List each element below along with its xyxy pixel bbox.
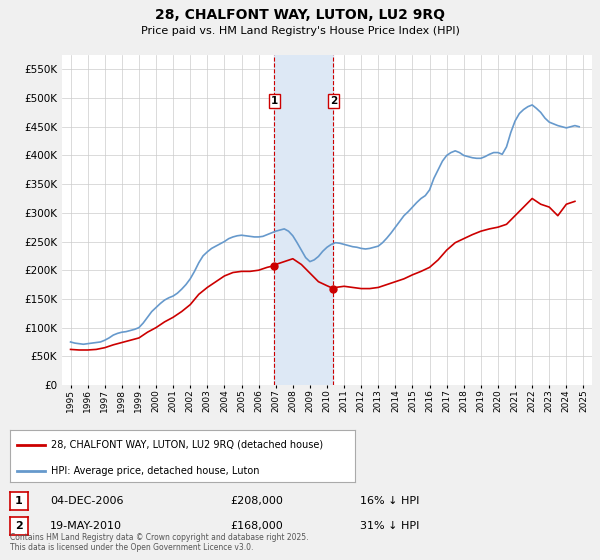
Text: 31% ↓ HPI: 31% ↓ HPI xyxy=(360,521,419,531)
Text: 16% ↓ HPI: 16% ↓ HPI xyxy=(360,496,419,506)
Text: 1: 1 xyxy=(271,96,278,106)
Text: £208,000: £208,000 xyxy=(230,496,283,506)
Text: 04-DEC-2006: 04-DEC-2006 xyxy=(50,496,124,506)
Text: 19-MAY-2010: 19-MAY-2010 xyxy=(50,521,122,531)
Text: HPI: Average price, detached house, Luton: HPI: Average price, detached house, Luto… xyxy=(52,465,260,475)
Text: 28, CHALFONT WAY, LUTON, LU2 9RQ (detached house): 28, CHALFONT WAY, LUTON, LU2 9RQ (detach… xyxy=(52,440,323,450)
Text: 1: 1 xyxy=(15,496,23,506)
Text: 2: 2 xyxy=(330,96,337,106)
Text: £168,000: £168,000 xyxy=(230,521,283,531)
Text: Price paid vs. HM Land Registry's House Price Index (HPI): Price paid vs. HM Land Registry's House … xyxy=(140,26,460,36)
Text: Contains HM Land Registry data © Crown copyright and database right 2025.
This d: Contains HM Land Registry data © Crown c… xyxy=(10,533,308,552)
Text: 28, CHALFONT WAY, LUTON, LU2 9RQ: 28, CHALFONT WAY, LUTON, LU2 9RQ xyxy=(155,8,445,22)
Bar xyxy=(274,55,334,385)
Text: 2: 2 xyxy=(15,521,23,531)
